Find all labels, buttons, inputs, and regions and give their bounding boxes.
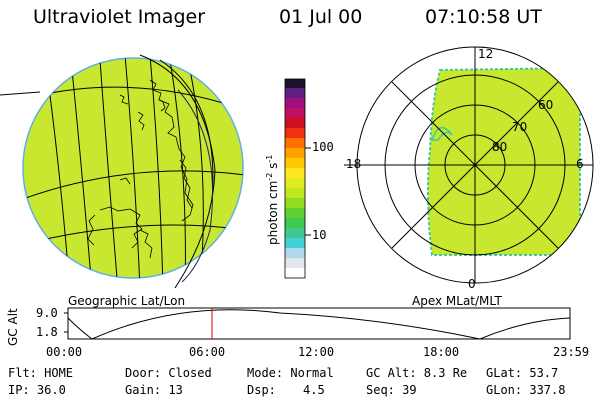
intensity-colorbar (284, 78, 311, 279)
mlt-label-18: 18 (346, 157, 362, 171)
date-label: 01 Jul 00 (279, 6, 363, 28)
seq-value: Seq: 39 (366, 383, 417, 397)
alt-xtick-0600: 06:00 (189, 345, 226, 359)
alt-xtick-2359: 23:59 (553, 345, 590, 359)
lat-label-70: 70 (512, 120, 528, 134)
gc-alt-value: GC Alt: 8.3 Re (366, 366, 468, 380)
dsp-label: Dsp: (247, 383, 276, 397)
alt-ytick-1-8: 1.8 (36, 325, 58, 339)
glat-value: GLat: 53.7 (486, 366, 559, 380)
apex-polar-plot (344, 46, 594, 284)
dsp-value: 4.5 (303, 383, 325, 397)
alt-xtick-0000: 00:00 (46, 345, 83, 359)
lat-label-60: 60 (538, 98, 554, 112)
lat-label-80: 80 (492, 140, 508, 154)
geographic-globe (0, 54, 244, 289)
polar-label: Apex MLat/MLT (412, 294, 502, 308)
colorbar-unit-label: photon cm-2 s-1 (265, 154, 280, 245)
app-title: Ultraviolet Imager (33, 6, 206, 28)
glon-value: GLon: 337.8 (486, 383, 566, 397)
colorbar-tick-10: 10 (312, 228, 327, 242)
alt-ylabel: GC Alt (6, 308, 20, 346)
mlt-label-6: 6 (576, 157, 584, 171)
flight-mode: Flt: HOME (8, 366, 74, 380)
time-label: 07:10:58 UT (425, 6, 542, 28)
alt-xtick-1800: 18:00 (423, 345, 460, 359)
mlt-label-12: 12 (478, 47, 494, 61)
ip-value: IP: 36.0 (8, 383, 66, 397)
geographic-label: Geographic Lat/Lon (68, 294, 186, 308)
altitude-plot (64, 307, 571, 340)
mlt-label-0: 0 (468, 277, 476, 291)
alt-xtick-1200: 12:00 (298, 345, 335, 359)
colorbar-tick-100: 100 (312, 140, 334, 154)
door-status: Door: Closed (125, 366, 212, 380)
mode-value: Mode: Normal (247, 366, 334, 380)
gain-value: Gain: 13 (125, 383, 183, 397)
alt-ytick-9: 9.0 (36, 306, 58, 320)
